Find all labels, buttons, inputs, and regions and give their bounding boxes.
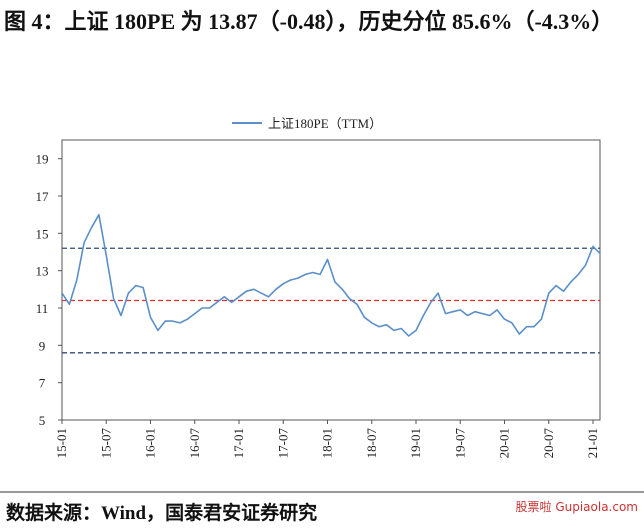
line-series — [61, 213, 601, 337]
x-tick-label: 19-07 — [452, 428, 467, 459]
x-tick-label: 16-01 — [143, 428, 158, 458]
y-tick-label: 11 — [36, 301, 49, 316]
y-tick-label: 13 — [36, 264, 49, 279]
legend-label: 上证180PE（TTM） — [268, 116, 382, 131]
x-tick-label: 17-01 — [231, 428, 246, 458]
plot-frame — [61, 139, 601, 421]
y-tick-label: 9 — [39, 338, 46, 353]
x-tick-label: 18-07 — [364, 428, 379, 459]
x-tick-label: 21-01 — [585, 428, 600, 458]
y-tick-label: 5 — [39, 413, 46, 428]
x-tick-label: 17-07 — [275, 428, 290, 459]
x-tick-label: 15-01 — [54, 428, 69, 458]
y-tick-label: 15 — [36, 226, 49, 241]
x-tick-label: 18-01 — [320, 428, 335, 458]
y-tick-label: 17 — [36, 189, 50, 204]
watermark: 股票啦 Gupiaola.com — [515, 500, 639, 514]
y-tick-label: 19 — [36, 152, 49, 167]
x-tick-label: 15-07 — [98, 428, 113, 459]
title: 图 4：上证 180PE 为 13.87（-0.48），历史分位 85.6%（-… — [4, 9, 614, 34]
x-tick-label: 20-01 — [497, 428, 512, 458]
x-tick-label: 16-07 — [187, 428, 202, 459]
x-tick-label: 20-07 — [541, 428, 556, 459]
y-tick-label: 7 — [39, 376, 46, 391]
source-note: 数据来源：Wind，国泰君安证券研究 — [6, 503, 318, 524]
x-tick-label: 19-01 — [408, 428, 423, 458]
